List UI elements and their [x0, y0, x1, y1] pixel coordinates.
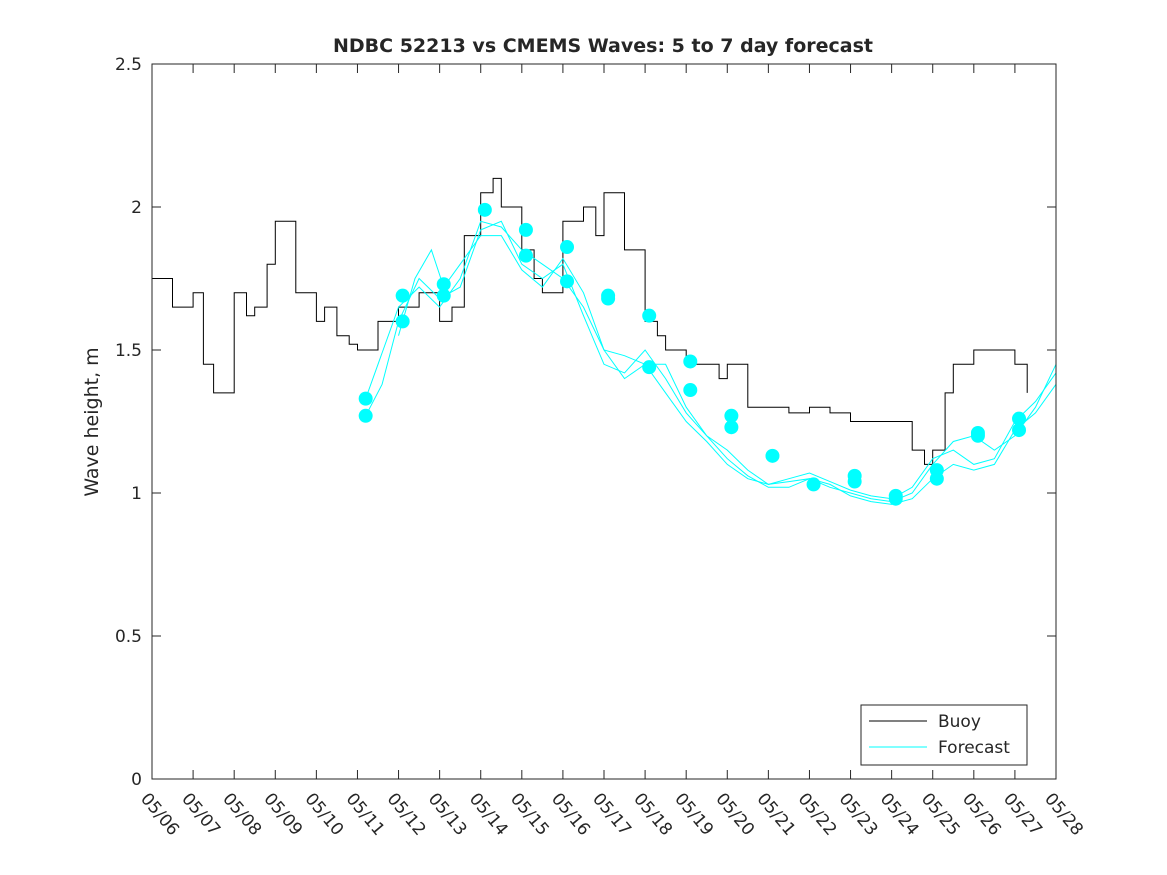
x-tick-label: 05/07: [177, 789, 224, 839]
forecast-point: [560, 240, 575, 255]
chart-title: NDBC 52213 vs CMEMS Waves: 5 to 7 day fo…: [333, 35, 873, 57]
y-tick-label: 2: [131, 198, 142, 218]
forecast-point: [888, 491, 903, 506]
x-tick-label: 05/06: [136, 789, 183, 839]
x-tick-label: 05/08: [218, 789, 265, 839]
forecast-point: [518, 248, 533, 263]
forecast-series-line-1: [365, 220, 1057, 503]
forecast-point: [929, 471, 944, 486]
forecast-point: [847, 474, 862, 489]
y-axis-label: Wave height, m: [81, 347, 103, 496]
x-tick-label: 05/14: [465, 789, 512, 839]
x-tick-label: 05/23: [835, 789, 882, 839]
forecast-series-line-3: [398, 235, 1057, 500]
x-tick-label: 05/12: [383, 789, 430, 839]
forecast-point: [642, 308, 657, 323]
y-axis-ticks: 0 0.5 1 1.5 2 2.5: [115, 55, 1056, 790]
forecast-point: [395, 314, 410, 329]
x-tick-label: 05/20: [711, 789, 758, 839]
x-tick-label: 05/21: [753, 789, 800, 839]
plot-area: [152, 64, 1056, 779]
forecast-point: [765, 448, 780, 463]
forecast-point: [806, 477, 821, 492]
x-tick-label: 05/26: [958, 789, 1005, 839]
x-tick-label: 05/11: [342, 789, 389, 839]
legend-forecast-label: Forecast: [938, 738, 1010, 758]
forecast-point: [560, 274, 575, 289]
forecast-point: [436, 277, 451, 292]
forecast-point: [683, 354, 698, 369]
x-tick-label: 05/17: [588, 789, 635, 839]
x-tick-label: 05/24: [876, 789, 923, 839]
legend-buoy-label: Buoy: [938, 712, 981, 732]
y-tick-label: 1: [131, 484, 142, 504]
forecast-point: [601, 291, 616, 306]
forecast-point: [1012, 423, 1027, 438]
forecast-points: [358, 202, 1027, 506]
x-tick-label: 05/15: [506, 789, 553, 839]
y-tick-label: 1.5: [115, 341, 142, 361]
x-tick-label: 05/09: [259, 789, 306, 839]
forecast-point: [395, 288, 410, 303]
forecast-point: [436, 288, 451, 303]
forecast-point: [970, 428, 985, 443]
forecast-point: [1012, 411, 1027, 426]
x-tick-label: 05/16: [547, 789, 594, 839]
forecast-point: [724, 408, 739, 423]
legend-box: [860, 704, 1028, 766]
legend: Buoy Forecast: [860, 704, 1028, 766]
forecast-point: [683, 383, 698, 398]
forecast-point: [724, 420, 739, 435]
y-tick-label: 0: [131, 770, 142, 790]
forecast-point: [358, 391, 373, 406]
forecast-point: [358, 408, 373, 423]
x-tick-label: 05/28: [1040, 789, 1087, 839]
x-tick-label: 05/18: [629, 789, 676, 839]
y-tick-label: 2.5: [115, 55, 142, 75]
forecast-point: [518, 222, 533, 237]
x-tick-label: 05/25: [917, 789, 964, 839]
x-tick-label: 05/19: [670, 789, 717, 839]
x-tick-label: 05/22: [794, 789, 841, 839]
forecast-point: [477, 202, 492, 217]
x-tick-label: 05/10: [301, 789, 348, 839]
forecast-point: [642, 360, 657, 375]
y-tick-label: 0.5: [115, 627, 142, 647]
x-tick-label: 05/27: [999, 789, 1046, 839]
series-layer: [152, 177, 1057, 505]
x-tick-label: 05/13: [424, 789, 471, 839]
